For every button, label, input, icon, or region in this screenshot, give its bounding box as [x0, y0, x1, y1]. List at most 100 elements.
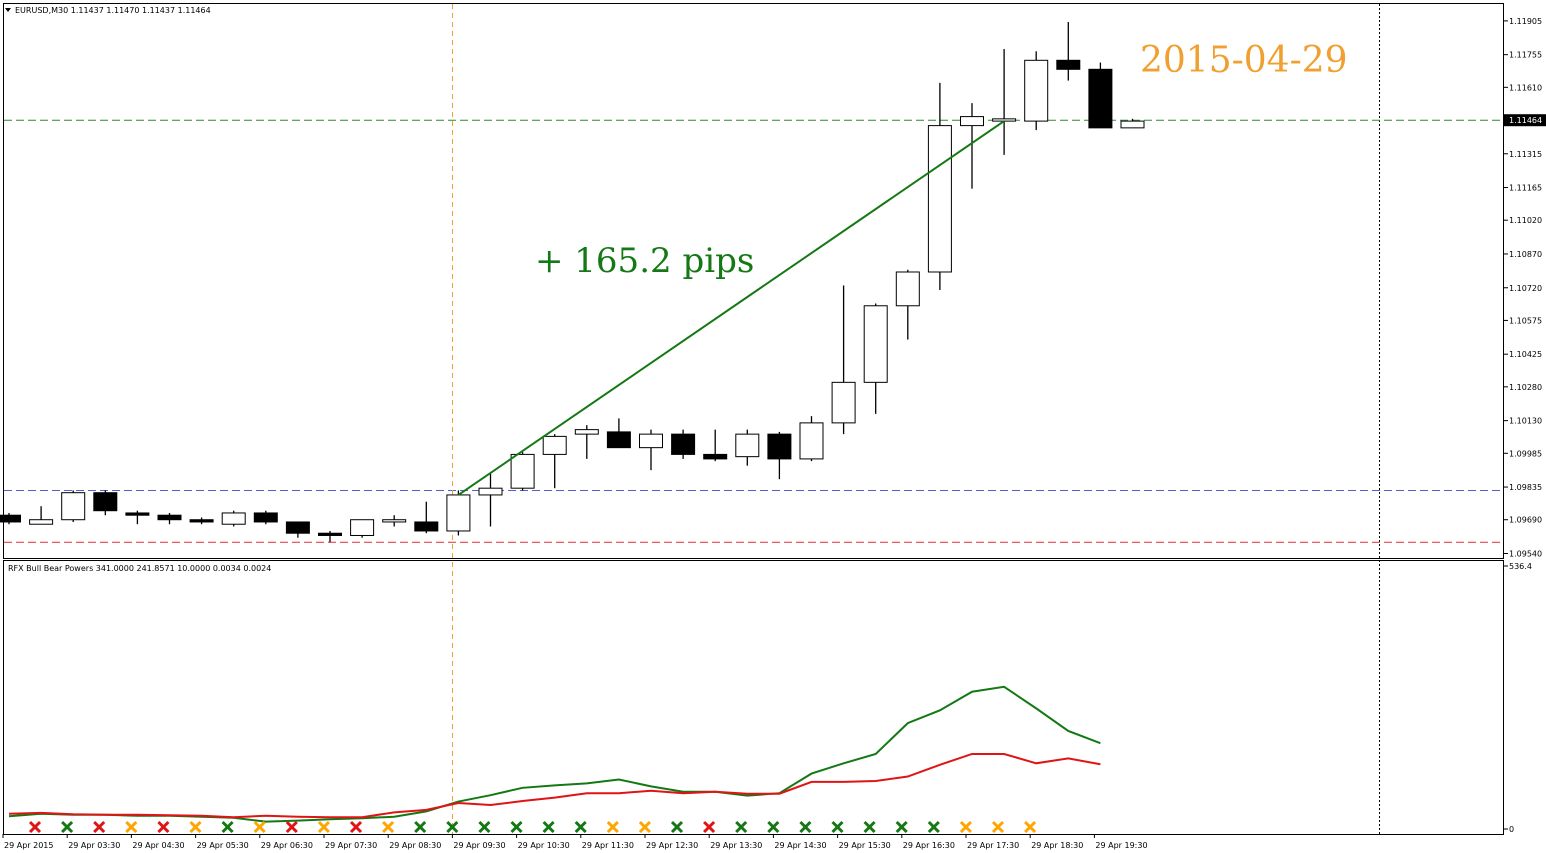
signal-marker-green-icon: [895, 820, 908, 834]
signal-marker-green-icon: [799, 820, 812, 834]
current-price-box: [1504, 114, 1546, 127]
main-plot-frame: [3, 3, 1504, 559]
signal-marker-green-icon: [670, 820, 684, 834]
candle: [221, 510, 246, 527]
candle: [29, 506, 54, 525]
signal-marker-green-icon: [735, 820, 748, 834]
signal-marker-green-icon: [927, 820, 940, 834]
signal-marker-orange-icon: [317, 820, 330, 834]
candle: [0, 512, 21, 525]
candle-body: [992, 118, 1017, 122]
signal-marker-green-icon: [863, 820, 876, 834]
signal-marker-green-icon: [478, 820, 491, 834]
candle: [735, 429, 760, 466]
candles: [0, 22, 1145, 543]
signal-marker-green-icon: [574, 820, 587, 834]
time-tick-label: 29 Apr 04:30: [132, 841, 184, 850]
price-tick-label: 1.10870: [1509, 250, 1542, 259]
candle: [831, 285, 856, 435]
indicator-axis[interactable]: 536.40: [1504, 562, 1532, 834]
price-tick-label: 1.11905: [1509, 17, 1542, 26]
candle: [863, 303, 888, 414]
price-tick-label: 1.10130: [1509, 417, 1542, 426]
candle-body: [157, 514, 182, 521]
candle-body: [671, 433, 696, 455]
candle: [93, 490, 118, 516]
candle: [382, 515, 407, 527]
time-tick-label: 29 Apr 13:30: [710, 841, 762, 850]
signal-marker-red-icon: [349, 820, 363, 834]
candle: [542, 434, 567, 489]
price-tick-label: 1.09985: [1509, 449, 1542, 458]
time-tick-label: 29 Apr 09:30: [453, 841, 505, 850]
price-tick-label: 1.11755: [1509, 51, 1542, 60]
candle: [1088, 62, 1113, 129]
candle: [767, 431, 792, 480]
candle-body: [318, 532, 342, 536]
indicator-header: RFX Bull Bear Powers 341.0000 241.8571 1…: [8, 564, 271, 573]
time-tick-label: 29 Apr 16:30: [903, 841, 955, 850]
candle: [414, 501, 439, 534]
candle-body: [895, 271, 920, 307]
price-tick-label: 1.09690: [1509, 516, 1542, 525]
time-tick-label: 29 Apr 14:30: [774, 841, 826, 850]
signal-marker-red-icon: [703, 820, 716, 834]
candle-body: [221, 512, 246, 525]
date-annotation: 2015-04-29: [1140, 40, 1348, 81]
candle-body: [0, 514, 21, 523]
candle: [1024, 51, 1049, 131]
signal-marker-green-icon: [221, 820, 234, 834]
candle: [1120, 118, 1145, 129]
time-tick-label: 29 Apr 11:30: [582, 841, 634, 850]
time-axis[interactable]: 29 Apr 2015 29 Apr 03:30 29 Apr 04:30 29 Ap…: [2, 834, 1148, 850]
indicator-tick-label: 536.4: [1509, 562, 1532, 571]
candle-body: [350, 519, 375, 536]
chart-header: EURUSD,M30 1.11437 1.11470 1.11437 1.114…: [15, 6, 211, 15]
chart-menu-triangle-icon[interactable]: [5, 8, 11, 12]
candle-body: [767, 433, 792, 460]
candle-body: [863, 305, 888, 383]
candle-body: [1024, 59, 1049, 122]
candle: [446, 490, 471, 536]
current-price-label: 1.11464: [1509, 116, 1542, 125]
time-tick-label: 29 Apr 15:30: [839, 841, 891, 850]
candle: [703, 429, 728, 462]
candle-body: [478, 487, 503, 496]
candle-body: [1056, 59, 1081, 70]
time-tick-label: 29 Apr 12:30: [646, 841, 698, 850]
indicator-plot-frame: [3, 560, 1504, 835]
move-trend-line[interactable]: [457, 120, 1005, 496]
candle-body: [29, 519, 54, 525]
candle-body: [735, 433, 760, 458]
candle-body: [542, 435, 567, 455]
candle: [125, 510, 150, 525]
signal-marker-green-icon: [61, 820, 74, 834]
candle: [574, 425, 599, 459]
candle-body: [510, 453, 535, 489]
time-tick-label: 29 Apr 17:30: [967, 841, 1019, 850]
price-levels: [4, 119, 1504, 543]
time-tick-label: 29 Apr 05:30: [197, 841, 249, 850]
signal-marker-orange-icon: [959, 820, 972, 834]
price-tick-label: 1.10280: [1509, 383, 1542, 392]
candle: [1056, 22, 1081, 81]
candle-body: [574, 429, 599, 435]
candle: [189, 517, 214, 525]
signal-marker-green-icon: [542, 820, 555, 834]
candle: [285, 521, 310, 538]
pips-annotation: + 165.2 pips: [535, 241, 754, 281]
candle-body: [1120, 120, 1145, 129]
indicator-line-bear: [8, 752, 1101, 819]
price-tick-label: 1.10720: [1509, 284, 1542, 293]
candle-body: [414, 521, 439, 532]
candle: [478, 472, 503, 527]
signal-marker-orange-icon: [125, 820, 138, 834]
candle-body: [446, 494, 471, 532]
candle: [350, 519, 375, 538]
candle-body: [93, 492, 118, 512]
time-tick-label: 29 Apr 10:30: [518, 841, 570, 850]
time-tick-label: 29 Apr 2015: [4, 841, 53, 850]
price-tick-label: 1.11165: [1509, 184, 1542, 193]
price-axis[interactable]: 1.11905 1.11755 1.11610 1.11315 1.11165 1.110…: [1504, 17, 1546, 559]
